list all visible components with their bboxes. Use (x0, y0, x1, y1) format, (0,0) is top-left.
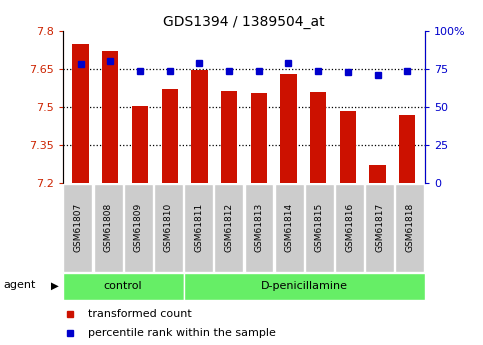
Bar (132, 106, 148, 183)
Text: transformed count: transformed count (88, 309, 192, 319)
Text: GSM61808: GSM61808 (103, 203, 113, 252)
Text: percentile rank within the sample: percentile rank within the sample (88, 328, 276, 338)
Text: GSM61814: GSM61814 (284, 203, 294, 252)
Text: GSM61815: GSM61815 (315, 203, 324, 252)
FancyBboxPatch shape (305, 184, 334, 272)
Text: GSM61811: GSM61811 (194, 203, 203, 252)
Text: GSM61812: GSM61812 (224, 203, 233, 252)
FancyBboxPatch shape (63, 273, 184, 300)
FancyBboxPatch shape (275, 184, 304, 272)
Bar (161, 89, 178, 183)
FancyBboxPatch shape (365, 184, 394, 272)
Bar (221, 90, 237, 183)
Bar (72, 44, 89, 183)
Text: GSM61816: GSM61816 (345, 203, 354, 252)
FancyBboxPatch shape (184, 184, 213, 272)
Bar (399, 115, 415, 183)
Text: agent: agent (3, 280, 36, 290)
FancyBboxPatch shape (154, 184, 183, 272)
Text: D-penicillamine: D-penicillamine (261, 282, 348, 291)
FancyBboxPatch shape (396, 184, 425, 272)
Bar (340, 111, 356, 183)
FancyBboxPatch shape (124, 184, 153, 272)
FancyBboxPatch shape (63, 184, 92, 272)
FancyBboxPatch shape (184, 273, 425, 300)
Text: GSM61818: GSM61818 (405, 203, 414, 252)
Title: GDS1394 / 1389504_at: GDS1394 / 1389504_at (163, 14, 325, 29)
Text: GSM61817: GSM61817 (375, 203, 384, 252)
Bar (102, 51, 118, 183)
Text: GSM61809: GSM61809 (134, 203, 143, 252)
Bar (280, 74, 297, 183)
Text: GSM61807: GSM61807 (73, 203, 83, 252)
FancyBboxPatch shape (214, 184, 243, 272)
FancyBboxPatch shape (94, 184, 123, 272)
Bar (191, 70, 208, 183)
Text: GSM61813: GSM61813 (255, 203, 264, 252)
FancyBboxPatch shape (244, 184, 273, 272)
FancyBboxPatch shape (335, 184, 364, 272)
Bar (310, 92, 327, 183)
Text: control: control (104, 282, 142, 291)
Text: GSM61810: GSM61810 (164, 203, 173, 252)
Bar (369, 165, 386, 183)
Bar (251, 93, 267, 183)
